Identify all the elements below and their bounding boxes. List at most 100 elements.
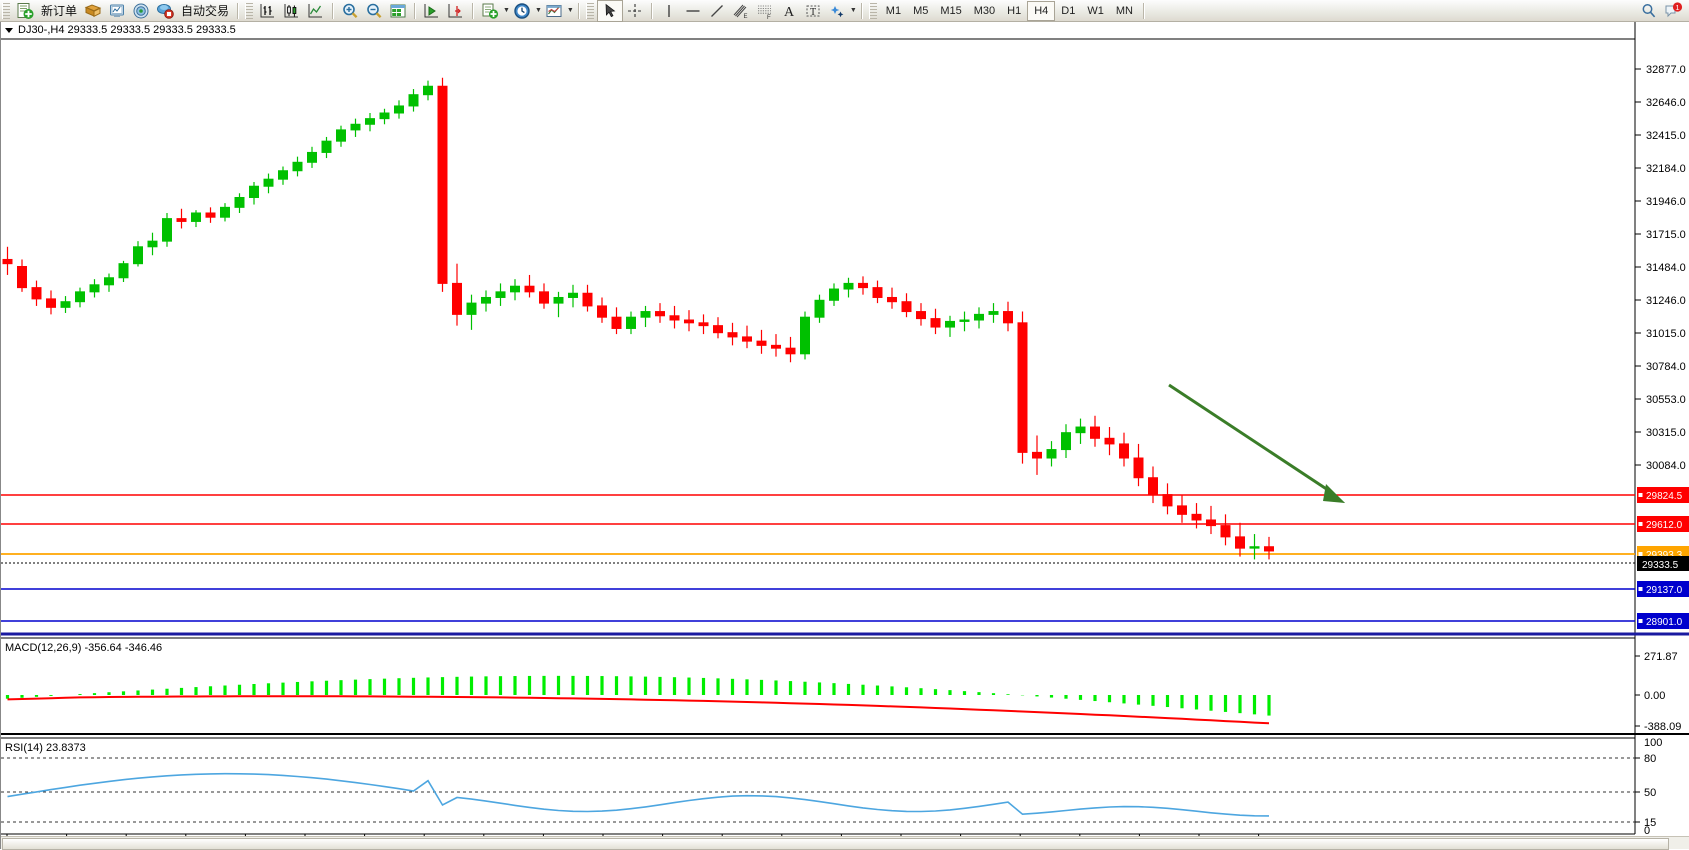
price-tick: 31484.0 — [1635, 262, 1686, 274]
new-order-label: 新订单 — [41, 4, 78, 18]
price-tag-28901[interactable]: 28901.0 — [1637, 613, 1689, 629]
horizontal-scrollbar[interactable] — [1, 836, 1689, 850]
svg-text:T: T — [810, 7, 816, 18]
new-order-icon[interactable] — [13, 1, 37, 21]
timeframe-h1[interactable]: H1 — [1007, 4, 1022, 17]
text-icon[interactable]: T — [801, 1, 825, 21]
chart-canvas[interactable]: 32877.0 32646.0 32415.0 32184.0 31946.0 … — [1, 22, 1689, 849]
toolbar-grip-2[interactable] — [245, 2, 254, 19]
chart-window[interactable]: DJ30-,H4 29333.5 29333.5 29333.5 29333.5… — [0, 22, 1689, 850]
zoom-in-icon[interactable] — [338, 1, 362, 21]
candle — [1249, 546, 1260, 549]
timeframe-w1[interactable]: W1 — [1087, 4, 1104, 17]
timeframe-m15[interactable]: M15 — [940, 4, 962, 17]
toolbar-grip-1[interactable] — [2, 2, 10, 19]
svg-text:32184.0: 32184.0 — [1646, 163, 1686, 175]
line-chart-icon[interactable] — [304, 1, 328, 21]
indicators-dropdown-arrow[interactable]: ▼ — [503, 7, 510, 14]
price-tag-29612[interactable]: 29612.0 — [1637, 516, 1689, 532]
cursor-icon[interactable] — [596, 0, 623, 22]
periods-icon[interactable] — [510, 1, 534, 21]
main-toolbar: 新订单 自动交易 — [0, 0, 1689, 22]
shapes-dropdown-arrow[interactable]: ▼ — [849, 7, 857, 14]
candle — [800, 316, 810, 355]
candle — [481, 296, 491, 304]
rsi-tick: 50 — [1635, 787, 1656, 799]
chart-collapse-icon[interactable] — [5, 27, 13, 33]
candle — [872, 287, 883, 298]
profiles-icon[interactable] — [81, 1, 105, 21]
candle — [510, 285, 520, 293]
toolbar-grip-3[interactable] — [585, 2, 594, 19]
bar-chart-icon[interactable] — [256, 1, 280, 21]
svg-text:31246.0: 31246.0 — [1646, 295, 1686, 307]
fibonacci-icon[interactable]: F — [753, 1, 777, 21]
timeframe-m30[interactable]: M30 — [973, 4, 996, 17]
candle — [466, 302, 477, 315]
candle — [843, 282, 854, 290]
templates-dropdown-arrow[interactable]: ▼ — [566, 7, 574, 14]
data-window-icon[interactable] — [386, 1, 410, 21]
trend-line-icon[interactable] — [705, 1, 729, 21]
zoom-out-icon[interactable] — [362, 1, 386, 21]
shapes-icon[interactable] — [825, 1, 849, 21]
svg-text:30784.0: 30784.0 — [1646, 361, 1686, 373]
market-watch-icon[interactable] — [105, 1, 129, 21]
price-tick: 30553.0 — [1635, 394, 1686, 406]
candle — [814, 299, 825, 318]
horizontal-level-lines[interactable] — [1, 494, 1635, 622]
toolbar-grip-4[interactable] — [868, 2, 877, 19]
candle — [901, 301, 912, 313]
navigator-icon[interactable] — [129, 1, 153, 21]
candle — [437, 85, 448, 284]
svg-text:32646.0: 32646.0 — [1646, 97, 1686, 109]
price-axis: 32877.0 32646.0 32415.0 32184.0 31946.0 … — [1635, 64, 1686, 472]
candle — [104, 277, 114, 286]
candle — [234, 196, 245, 208]
candle — [945, 320, 955, 328]
chart-shift-icon[interactable] — [444, 1, 468, 21]
search-icon[interactable] — [1637, 1, 1661, 21]
price-tick: 32184.0 — [1635, 163, 1686, 175]
timeframe-m1[interactable]: M1 — [885, 4, 902, 17]
toolbar-separator-2 — [332, 2, 335, 19]
timeframe-h4[interactable]: H4 — [1027, 0, 1056, 21]
horizontal-line-icon[interactable] — [681, 1, 705, 21]
alerts-icon[interactable]: 1 — [1661, 1, 1685, 21]
toolbar-separator-3 — [414, 2, 417, 19]
price-tick: 31946.0 — [1635, 196, 1686, 208]
text-label-icon[interactable]: A — [777, 1, 801, 21]
price-tick: 32415.0 — [1635, 130, 1686, 142]
macd-signal-line — [7, 695, 1270, 725]
candle — [17, 265, 27, 289]
candle — [1061, 432, 1071, 451]
candle — [756, 340, 767, 346]
price-tick: 31715.0 — [1635, 229, 1686, 241]
candle — [1191, 513, 1202, 521]
candlestick-series[interactable] — [2, 77, 1274, 560]
price-tag-29824[interactable]: 29824.5 — [1637, 487, 1689, 503]
scrollbar-thumb[interactable] — [2, 838, 1669, 850]
vertical-line-icon[interactable] — [657, 1, 681, 21]
crosshair-icon[interactable] — [623, 1, 647, 21]
timeframe-mn[interactable]: MN — [1115, 4, 1133, 17]
indicators-icon[interactable] — [478, 1, 502, 21]
equidistant-channel-icon[interactable]: E — [729, 1, 753, 21]
svg-text:50: 50 — [1644, 787, 1656, 799]
candle — [1046, 449, 1057, 459]
svg-text:A: A — [784, 5, 795, 20]
candlestick-chart-icon[interactable] — [280, 1, 304, 21]
templates-icon[interactable] — [542, 1, 566, 21]
timeframe-m5[interactable]: M5 — [913, 4, 929, 17]
autotrading-icon[interactable] — [153, 1, 177, 21]
price-tag-29137[interactable]: 29137.0 — [1637, 581, 1689, 597]
svg-text:15: 15 — [1644, 817, 1656, 829]
down-trend-arrow[interactable] — [1168, 383, 1345, 503]
periods-dropdown-arrow[interactable]: ▼ — [534, 7, 542, 14]
candle — [205, 212, 216, 218]
rsi-subwindow[interactable]: RSI(14) 23.8373 100 80 50 15 0 — [1, 733, 1689, 837]
auto-scroll-icon[interactable] — [420, 1, 444, 21]
candle — [727, 332, 738, 338]
timeframe-d1[interactable]: D1 — [1061, 4, 1076, 17]
macd-subwindow[interactable]: MACD(12,26,9) -356.64 -346.46 271.87 0.0… — [1, 632, 1689, 734]
